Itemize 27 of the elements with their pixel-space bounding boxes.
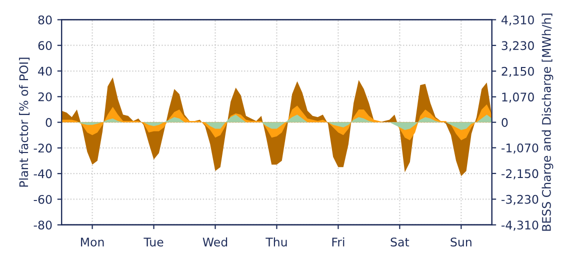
x-tick-label: Fri — [332, 237, 344, 246]
y-tick-label: 40 — [38, 66, 52, 76]
y-tick-label: 20 — [38, 92, 52, 102]
y2-tick-label: -3,230 — [502, 194, 538, 206]
y-tick-label: 60 — [38, 41, 52, 50]
y-tick-label: 80 — [38, 15, 52, 24]
y-tick-label: -20 — [34, 144, 52, 153]
y2-tick-label: -1,070 — [502, 143, 538, 154]
x-tick-label: Sat — [390, 238, 410, 247]
y-tick-label: -60 — [34, 194, 52, 204]
x-tick-label: Tue — [144, 238, 164, 247]
y-tick-label: -80 — [34, 220, 52, 230]
x-tick-label: Wed — [202, 237, 228, 247]
y-tick-label: -40 — [34, 169, 52, 178]
y-axis-title: Plant factor [% of POI] — [19, 58, 30, 187]
y-tick-label: 0 — [46, 118, 52, 127]
x-tick-label: Sun — [450, 238, 472, 247]
y2-tick-label: -4,310 — [502, 220, 538, 231]
y2-tick-label: 1,070 — [502, 92, 534, 103]
x-tick-label: Mon — [81, 238, 104, 247]
y2-axis-title: BESS Charge and Discharge [MWh/h] — [542, 14, 554, 231]
y2-tick-label: 3,230 — [502, 41, 534, 52]
y2-tick-label: 0 — [502, 118, 508, 127]
y2-tick-label: 4,310 — [502, 15, 534, 26]
x-tick-label: Thu — [266, 237, 287, 247]
y2-tick-label: -2,150 — [502, 169, 538, 180]
y2-tick-label: 2,150 — [502, 66, 534, 77]
